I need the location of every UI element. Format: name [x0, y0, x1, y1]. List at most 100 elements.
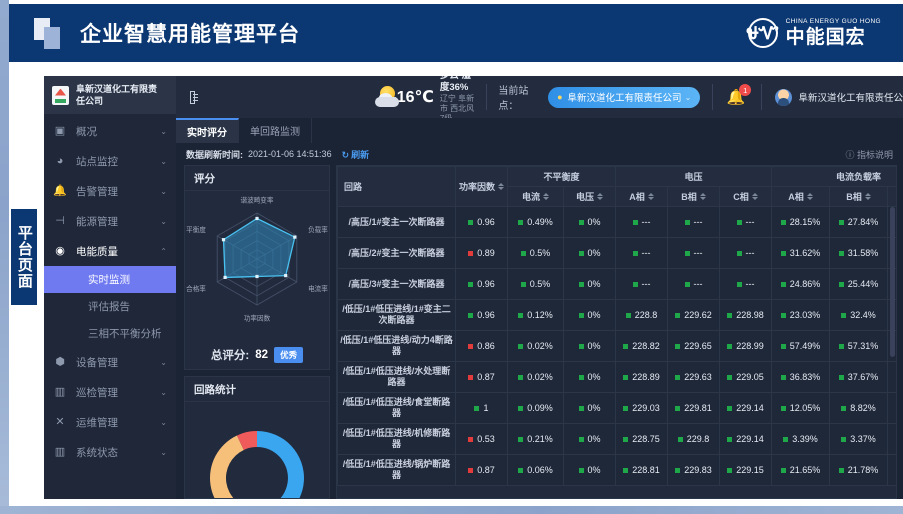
- indicator-help-link[interactable]: ⓘ 指标说明: [845, 148, 893, 161]
- status-dot-ok: [727, 343, 733, 349]
- tab-label: 单回路监测: [250, 127, 300, 138]
- sidebar-subitem-label: 三相不平衡分析: [88, 328, 162, 340]
- chevron-down-icon: ⌄: [160, 417, 167, 427]
- sort-arrows-icon[interactable]: [751, 192, 758, 201]
- status-dot-ok: [780, 374, 786, 380]
- donut-slice[interactable]: [236, 431, 257, 450]
- sort-arrows-icon[interactable]: [543, 192, 549, 201]
- cell-value: 228.99: [719, 330, 773, 362]
- cell-loop-name: /高压/2#变主一次断路器: [337, 237, 456, 269]
- cell-text: 0%: [587, 341, 601, 351]
- cell-text: 0.5%: [529, 279, 551, 289]
- cell-value: 21.78%: [829, 454, 889, 486]
- col-header-imbalance-current[interactable]: 电流: [507, 186, 564, 207]
- col-header-voltage-c[interactable]: C相: [719, 186, 773, 207]
- sidebar-item-site-monitoring[interactable]: ◕ 站点监控 ⌄: [44, 146, 176, 176]
- weather-widget: -16℃ 多云 湿度36% 辽宁 阜新市 西北风 7级: [374, 76, 475, 124]
- chevron-up-icon: ⌃: [160, 246, 167, 256]
- cell-text: 28.15%: [789, 217, 821, 227]
- sort-arrows-icon[interactable]: [806, 192, 813, 201]
- cell-text: 24.86%: [789, 279, 821, 289]
- sidebar-site-card[interactable]: 阜新汉道化工有限责任公司: [44, 76, 176, 114]
- sidebar-item-energy-management[interactable]: ⊣ 能源管理 ⌄: [44, 206, 176, 236]
- sort-arrows-icon[interactable]: [597, 192, 604, 201]
- donut-slice[interactable]: [210, 435, 253, 499]
- cell-value: 57.31%: [829, 330, 889, 362]
- table-row[interactable]: /高压/3#变主一次断路器 0.96 0.5% 0% --- --- --- 24.86% 25…: [337, 268, 896, 300]
- cell-text: ---: [641, 248, 651, 258]
- status-dot-ok: [578, 405, 584, 411]
- sort-arrows-icon[interactable]: [864, 192, 871, 201]
- site-selector-label: 当前站点：: [498, 86, 529, 112]
- cell-text: 32.4%: [850, 310, 876, 320]
- table-row[interactable]: /低压/1#低压进线/锅炉断路器 0.87 0.06% 0% 228.81 229.83 2…: [337, 454, 896, 486]
- cell-text: 0%: [587, 465, 601, 475]
- cell-value: 0.87: [455, 454, 508, 486]
- cell-value: 229.65: [667, 330, 721, 362]
- table-header-sub-row: 电流 电压 A相 B相 C相 A相 B相 C相 A相: [338, 186, 896, 207]
- cell-text: 12.05%: [789, 403, 821, 413]
- cell-text: 229.14: [736, 434, 764, 444]
- status-dot-ok: [623, 405, 629, 411]
- cell-loop-name: /高压/1#变主一次断路器: [337, 206, 456, 238]
- sort-arrows-icon[interactable]: [498, 182, 504, 191]
- sidebar-item-alarm-management[interactable]: 🔔 告警管理 ⌄: [44, 176, 176, 206]
- sidebar-subitem-assessment-report[interactable]: 评估报告: [44, 293, 176, 320]
- vertical-scrollbar[interactable]: [890, 207, 895, 357]
- radar-axis-label: 合格率: [186, 284, 206, 293]
- cell-value: 32.4%: [829, 299, 889, 331]
- col-header-imbalance-voltage[interactable]: 电压: [562, 186, 617, 207]
- sidebar-item-system-status[interactable]: ▥ 系统状态 ⌄: [44, 437, 176, 467]
- col-header-load-c[interactable]: C相: [887, 186, 896, 207]
- col-header-load-b[interactable]: B相: [829, 186, 889, 207]
- sidebar-subitem-three-phase-imbalance[interactable]: 三相不平衡分析: [44, 320, 176, 347]
- refresh-bar: 数据刷新时间: 2021-01-06 14:51:36 ↻ 刷新 ⓘ 指标说明: [176, 143, 903, 165]
- sidebar-item-device-management[interactable]: ⬢ 设备管理 ⌄: [44, 347, 176, 377]
- table-row[interactable]: /低压/1#低压进线/水处理断路器 0.87 0.02% 0% 228.89 229.63…: [337, 361, 896, 393]
- col-header-power-factor[interactable]: 功率因数: [455, 166, 508, 207]
- table-row[interactable]: /低压/1#低压进线/动力4断路器 0.86 0.02% 0% 228.82 229.65…: [337, 330, 896, 362]
- cell-text: 228.75: [632, 434, 660, 444]
- refresh-icon: ↻: [341, 149, 350, 160]
- sidebar-item-power-quality[interactable]: ◉ 电能质量 ⌃: [44, 236, 176, 266]
- sort-arrows-icon[interactable]: [699, 192, 706, 201]
- power-quality-table-wrap: 回路 功率因数 不平衡度 电压 电流负载率 电流: [336, 165, 897, 499]
- hamburger-icon[interactable]: [190, 90, 198, 104]
- cell-value: 36.83%: [771, 361, 831, 393]
- avatar-icon: [775, 88, 793, 106]
- donut-slice[interactable]: [251, 431, 304, 499]
- loop-statistics-title: 回路统计: [185, 377, 329, 402]
- col-header-load-a[interactable]: A相: [771, 186, 831, 207]
- user-menu[interactable]: 阜新汉道化工有限责任公: [775, 88, 903, 106]
- tab-realtime-score[interactable]: 实时评分: [176, 118, 239, 143]
- col-header-voltage-b[interactable]: B相: [667, 186, 721, 207]
- cell-text: 228.81: [632, 465, 660, 475]
- sidebar-item-overview[interactable]: ▣ 概况 ⌄: [44, 116, 176, 146]
- cell-text: ---: [693, 217, 703, 227]
- radar-axis-label: 电流率: [308, 284, 328, 293]
- sidebar-item-label: 告警管理: [76, 185, 118, 198]
- site-selector-dropdown[interactable]: ● 阜新汉道化工有限责任公司 ⌄: [548, 86, 701, 108]
- sidebar-subitem-realtime-monitoring[interactable]: 实时监测: [44, 266, 176, 293]
- table-row[interactable]: /低压/1#低压进线/机修断路器 0.53 0.21% 0% 228.75 229.8 22…: [337, 423, 896, 455]
- table-row[interactable]: /低压/1#低压进线/食堂断路器 1 0.09% 0% 229.03 229.81 229.…: [337, 392, 896, 424]
- cell-value: ---: [615, 268, 669, 300]
- sidebar-item-maintenance-management[interactable]: ✕ 运维管理 ⌄: [44, 407, 176, 437]
- tab-single-loop-monitoring[interactable]: 单回路监测: [239, 118, 312, 143]
- refresh-button[interactable]: ↻ 刷新: [342, 148, 370, 161]
- table-row[interactable]: /低压/1#低压进线/1#变主二次断路器 0.96 0.12% 0% 228.8 229.…: [337, 299, 896, 331]
- cell-value: 0.02%: [507, 361, 564, 393]
- cell-value: 1: [455, 392, 508, 424]
- col-header-voltage-a[interactable]: A相: [615, 186, 669, 207]
- table-row[interactable]: /高压/1#变主一次断路器 0.96 0.49% 0% --- --- --- 28.15% 2…: [337, 206, 896, 238]
- company-logo-en: CHINA ENERGY GUO HONG: [785, 17, 881, 25]
- cell-value: 229.14: [719, 392, 773, 424]
- cell-value: 24.86%: [771, 268, 831, 300]
- cell-text: 0%: [587, 372, 601, 382]
- notifications-button[interactable]: 🔔 1: [727, 84, 752, 106]
- sort-arrows-icon[interactable]: [647, 192, 654, 201]
- cell-value: 228.82: [615, 330, 669, 362]
- table-row[interactable]: /高压/2#变主一次断路器 0.89 0.5% 0% --- --- --- 31.62% 31…: [337, 237, 896, 269]
- status-dot-ok: [518, 343, 524, 349]
- sidebar-item-inspection-management[interactable]: ▥ 巡检管理 ⌄: [44, 377, 176, 407]
